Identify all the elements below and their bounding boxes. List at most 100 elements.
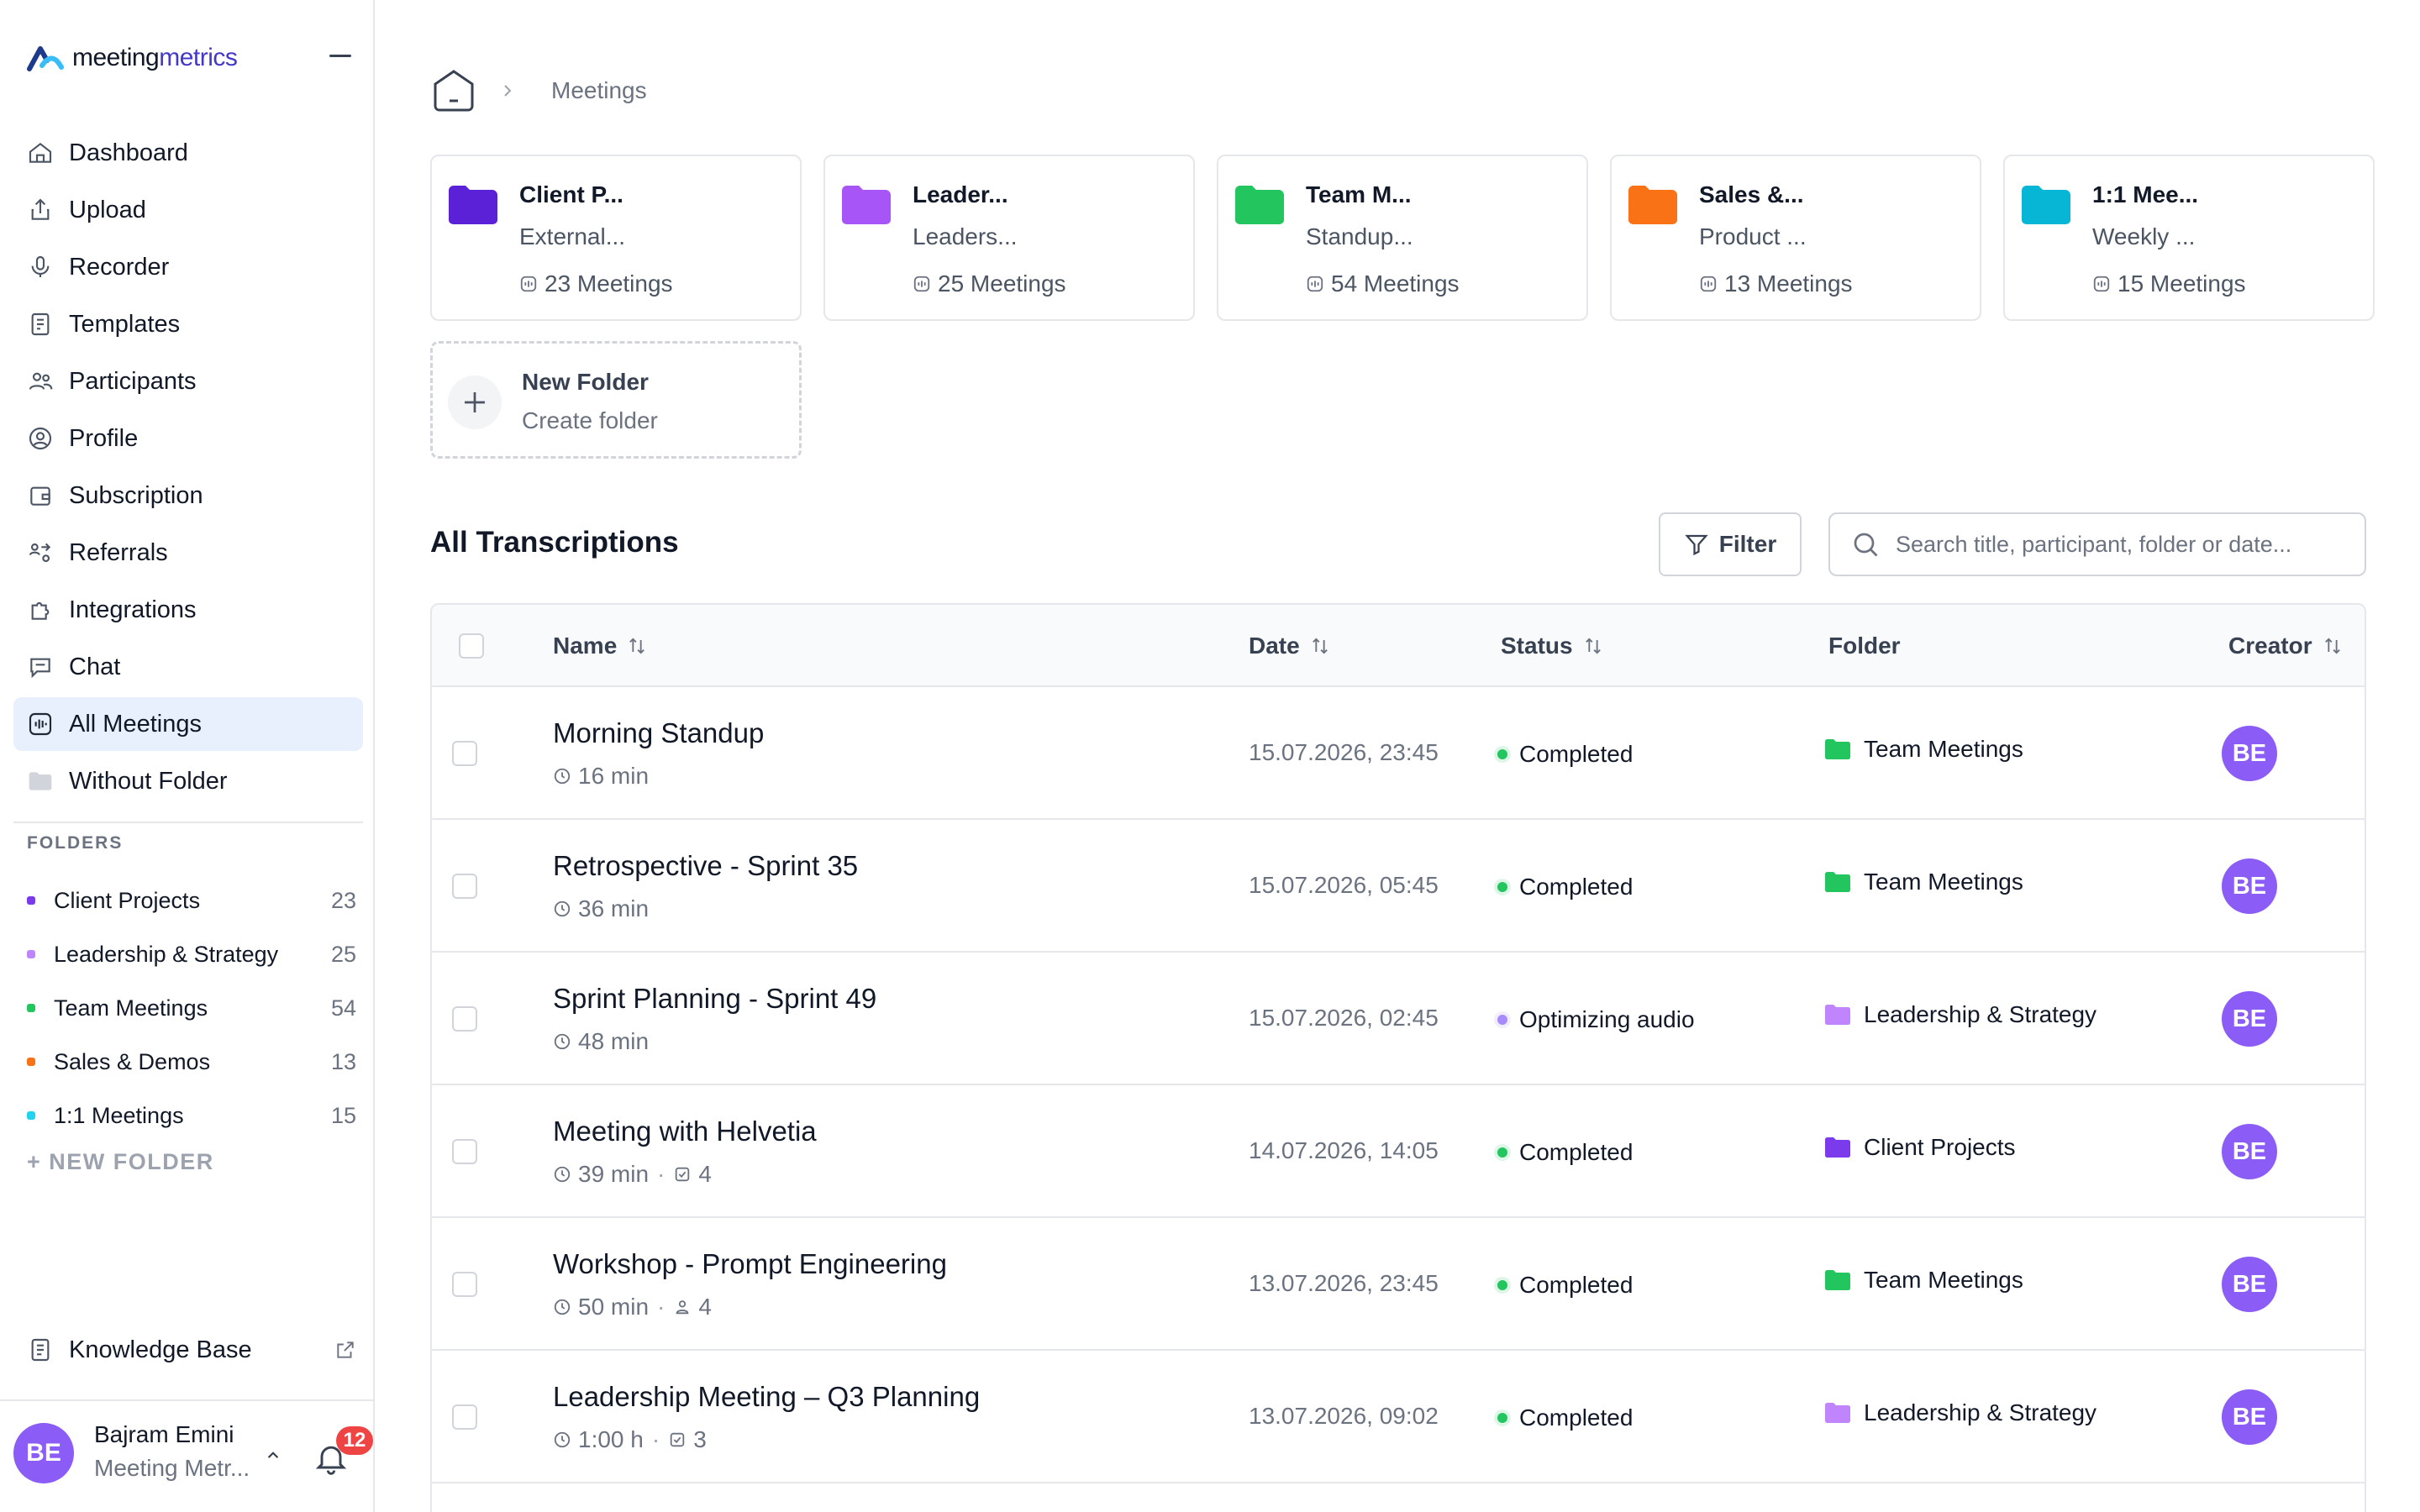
table-row[interactable]: Meeting with Helvetia 39 min · 4 14.07.2…	[432, 1085, 2365, 1218]
creator-avatar[interactable]: BE	[2222, 1389, 2277, 1445]
status-badge: Completed	[1497, 741, 1633, 768]
column-creator[interactable]: Creator	[2228, 605, 2344, 687]
meeting-date: 13.07.2026, 23:45	[1249, 1270, 1439, 1296]
nav-item-profile[interactable]: Profile	[13, 412, 363, 465]
sort-icon	[629, 638, 645, 654]
sidebar-folder-client-projects[interactable]: Client Projects 23	[20, 874, 356, 927]
filter-button[interactable]: Filter	[1659, 512, 1802, 576]
folder-color-dot	[27, 1004, 35, 1012]
status-badge: Completed	[1497, 1404, 1633, 1431]
sidebar-folder-team-meetings[interactable]: Team Meetings 54	[20, 981, 356, 1035]
meeting-title[interactable]: Leadership Meeting – Q3 Planning	[553, 1381, 981, 1412]
table-row[interactable]: Morning Standup 16 min 15.07.2026, 23:45…	[432, 687, 2365, 820]
sort-icon	[1585, 638, 1601, 654]
table-row[interactable]: Retrospective - Sprint 35 36 min 15.07.2…	[432, 820, 2365, 953]
nav-item-recorder[interactable]: Recorder	[13, 240, 363, 294]
folder-icon	[1235, 186, 1284, 224]
nav-item-referrals[interactable]: Referrals	[13, 526, 363, 580]
folder-card-client-projects[interactable]: Client P... External... 23 Meetings	[430, 155, 802, 321]
new-folder-link[interactable]: + NEW FOLDER	[27, 1149, 214, 1174]
brand-logo[interactable]: meetingmetrics	[27, 44, 238, 72]
select-all-checkbox[interactable]	[459, 605, 484, 687]
folder-card-team-meetings[interactable]: Team M... Standup... 54 Meetings	[1217, 155, 1588, 321]
meeting-title[interactable]: Meeting with Helvetia	[553, 1116, 817, 1147]
brand-name: meetingmetrics	[72, 44, 238, 71]
folder-name: 1:1 Meetings	[54, 1102, 184, 1128]
meeting-title[interactable]: Retrospective - Sprint 35	[553, 850, 859, 881]
row-checkbox[interactable]	[452, 1272, 477, 1297]
meeting-title[interactable]: Sprint Planning - Sprint 49	[553, 983, 877, 1014]
column-status[interactable]: Status	[1501, 605, 1605, 687]
knowledge-base-link[interactable]: Knowledge Base	[27, 1329, 356, 1371]
creator-avatar[interactable]: BE	[2222, 991, 2277, 1047]
search-field[interactable]	[1828, 512, 2366, 576]
user-organization: Meeting Metr...	[94, 1455, 250, 1481]
folder-cards: Client P... External... 23 Meetings Lead…	[430, 155, 2375, 321]
meeting-folder[interactable]: Team Meetings	[1825, 1267, 2023, 1294]
meeting-title[interactable]: Morning Standup	[553, 717, 765, 748]
creator-avatar[interactable]: BE	[2222, 726, 2277, 781]
home-icon[interactable]	[430, 67, 477, 114]
row-checkbox[interactable]	[452, 874, 477, 899]
sidebar-folder-leadership-strategy[interactable]: Leadership & Strategy 25	[20, 927, 356, 981]
sidebar-folder-sales-demos[interactable]: Sales & Demos 13	[20, 1035, 356, 1089]
table-row[interactable]: Leadership Meeting – Q3 Planning 1:00 h …	[432, 1351, 2365, 1483]
folder-card-sales-demos[interactable]: Sales &... Product ... 13 Meetings	[1610, 155, 1981, 321]
column-date[interactable]: Date	[1249, 605, 1332, 687]
creator-avatar[interactable]: BE	[2222, 1257, 2277, 1312]
table-row[interactable]: Sprint Planning - Sprint 49 48 min 15.07…	[432, 953, 2365, 1085]
folder-name: Client Projects	[54, 887, 201, 913]
nav-item-templates[interactable]: Templates	[13, 297, 363, 351]
folder-icon	[1825, 1403, 1850, 1423]
folder-icon	[1825, 872, 1850, 892]
meeting-folder[interactable]: Leadership & Strategy	[1825, 1001, 2096, 1028]
collapse-sidebar-button[interactable]	[329, 50, 353, 60]
meta-separator: ·	[657, 1294, 666, 1320]
meeting-folder[interactable]: Team Meetings	[1825, 869, 2023, 895]
clock-icon	[554, 768, 571, 785]
folder-icon	[29, 772, 52, 790]
creator-avatar[interactable]: BE	[2222, 858, 2277, 914]
nav-item-participants[interactable]: Participants	[13, 354, 363, 408]
nav-item-all-meetings[interactable]: All Meetings	[13, 697, 363, 751]
nav-label: Participants	[69, 367, 197, 395]
row-checkbox[interactable]	[452, 1006, 477, 1032]
user-menu[interactable]: BE Bajram Emini Meeting Metr... 12	[0, 1399, 375, 1512]
nav-item-integrations[interactable]: Integrations	[13, 583, 363, 637]
folder-icon	[1825, 1137, 1850, 1158]
nav-item-subscription[interactable]: Subscription	[13, 469, 363, 522]
table-row[interactable]: Workshop - Prompt Engineering 50 min · 4…	[432, 1218, 2365, 1351]
search-input[interactable]	[1896, 531, 2349, 558]
meeting-folder[interactable]: Leadership & Strategy	[1825, 1399, 2096, 1426]
column-name[interactable]: Name	[553, 605, 649, 687]
nav-label: Profile	[69, 424, 139, 452]
transcriptions-heading: All Transcriptions	[430, 526, 679, 559]
new-folder-card[interactable]: New Folder Create folder	[430, 341, 802, 459]
folder-card-one-on-one[interactable]: 1:1 Mee... Weekly ... 15 Meetings	[2003, 155, 2375, 321]
row-checkbox[interactable]	[452, 741, 477, 766]
puzzle-icon	[31, 602, 50, 620]
participants-icon	[676, 1300, 689, 1315]
meeting-title[interactable]: Workshop - Prompt Engineering	[553, 1248, 947, 1279]
notifications-button[interactable]: 12	[313, 1426, 373, 1480]
folder-name: Team Meetings	[54, 995, 208, 1021]
folder-name: Leadership & Strategy	[54, 941, 279, 967]
sort-icon	[1312, 638, 1328, 654]
creator-avatar[interactable]: BE	[2222, 1124, 2277, 1179]
meta-separator: ·	[651, 1426, 660, 1452]
row-checkbox[interactable]	[452, 1139, 477, 1164]
nav-item-upload[interactable]: Upload	[13, 183, 363, 237]
folder-card-leadership[interactable]: Leader... Leaders... 25 Meetings	[823, 155, 1195, 321]
meeting-folder[interactable]: Team Meetings	[1825, 736, 2023, 763]
sidebar-folder-one-on-one[interactable]: 1:1 Meetings 15	[20, 1089, 356, 1142]
nav-item-dashboard[interactable]: Dashboard	[13, 126, 363, 180]
sidebar-divider	[13, 822, 363, 823]
nav-item-without-folder[interactable]: Without Folder	[13, 754, 363, 808]
meeting-meta: 16 min	[553, 763, 649, 790]
row-checkbox[interactable]	[452, 1404, 477, 1430]
nav-item-chat[interactable]: Chat	[13, 640, 363, 694]
meeting-folder[interactable]: Client Projects	[1825, 1134, 2016, 1161]
breadcrumb-current[interactable]: Meetings	[551, 77, 647, 103]
folder-card-title: Leader...	[913, 181, 1008, 207]
plus-icon	[448, 375, 502, 429]
